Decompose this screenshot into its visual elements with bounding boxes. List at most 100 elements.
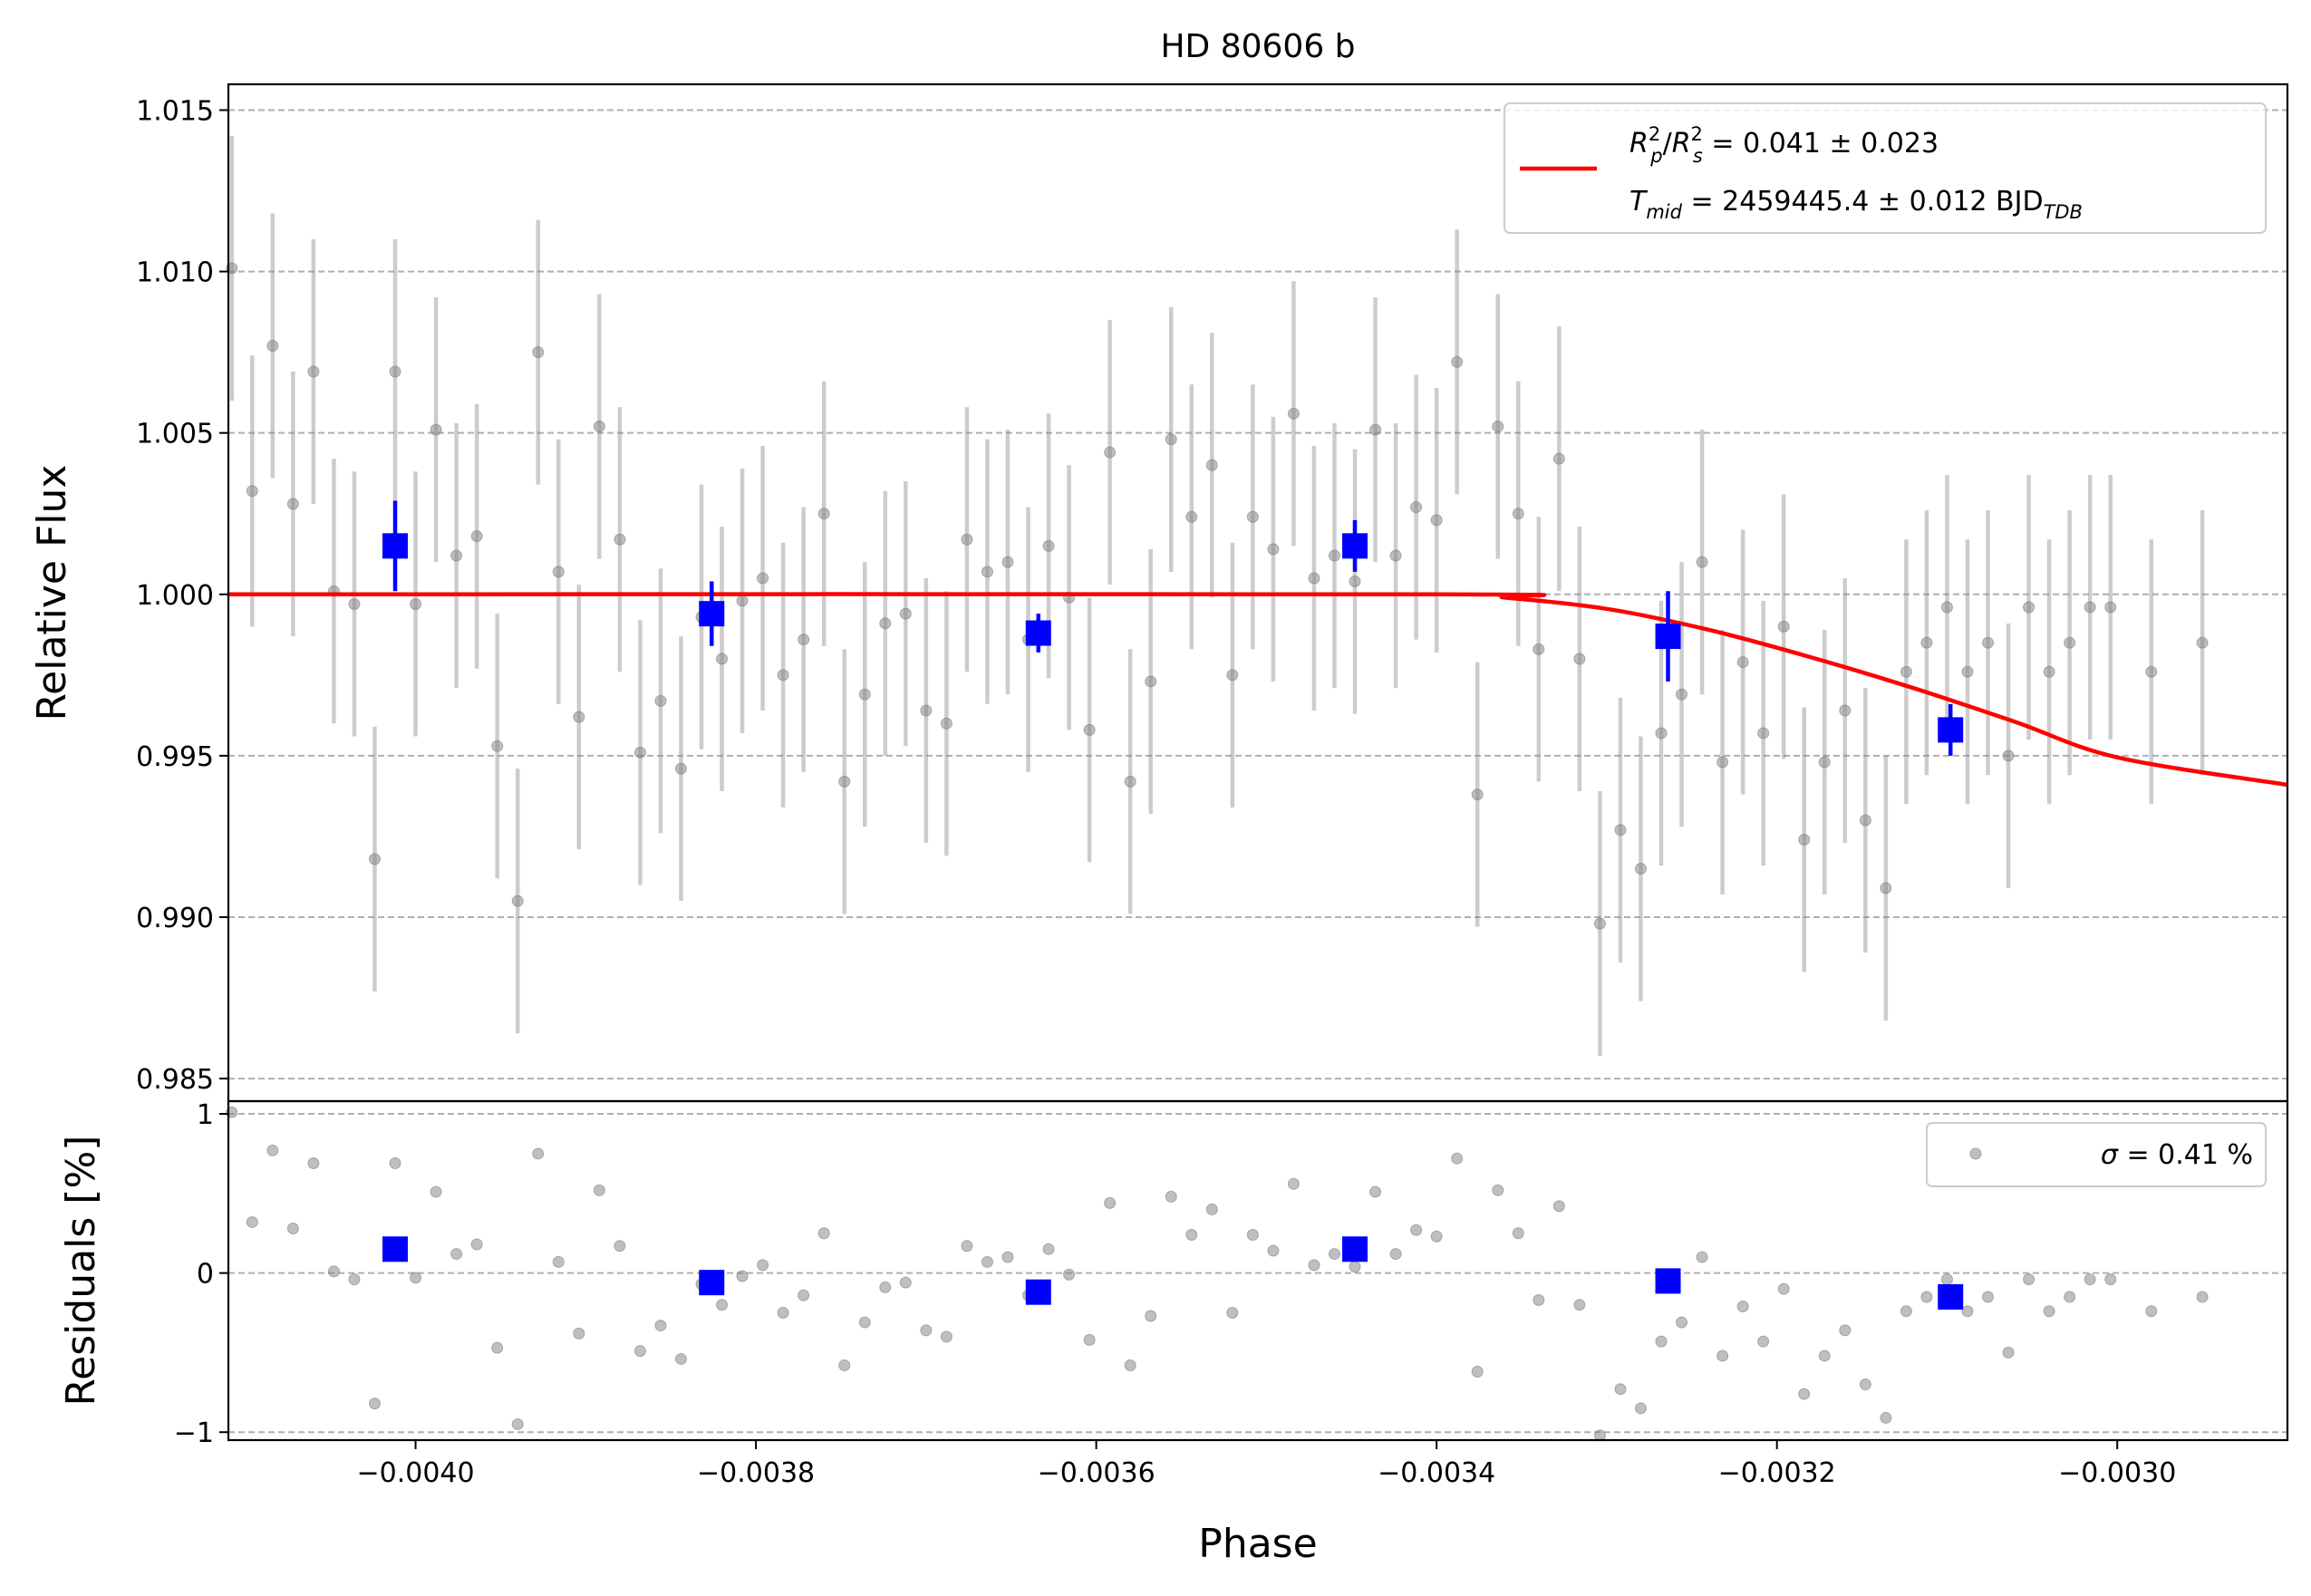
x-axis-label: Phase bbox=[1198, 1521, 1317, 1567]
raw-point bbox=[511, 895, 524, 907]
top-y-tick-label: 1.010 bbox=[136, 257, 214, 289]
raw-point bbox=[798, 634, 810, 646]
raw-point bbox=[2002, 750, 2015, 762]
residual-point bbox=[368, 1398, 381, 1410]
residual-point bbox=[1552, 1200, 1565, 1213]
binned-residual-point bbox=[1342, 1236, 1368, 1262]
top-y-tick-label: 1.005 bbox=[136, 419, 214, 450]
residual-point bbox=[879, 1281, 892, 1293]
residual-point bbox=[1001, 1251, 1014, 1263]
residual-point bbox=[307, 1156, 320, 1169]
residual-point bbox=[1104, 1196, 1117, 1209]
bottom-y-axis-label: Residuals [%] bbox=[58, 1136, 104, 1407]
raw-point bbox=[1716, 756, 1729, 769]
residual-point bbox=[1982, 1291, 1995, 1303]
residual-point bbox=[1430, 1230, 1443, 1243]
residual-point bbox=[1165, 1190, 1177, 1203]
raw-point bbox=[1552, 452, 1565, 465]
residual-point bbox=[1451, 1152, 1464, 1165]
raw-point bbox=[348, 597, 361, 610]
bottom-y-tick-label: 1 bbox=[197, 1099, 214, 1131]
bottom-plot-frame bbox=[227, 1099, 2289, 1442]
residual-point bbox=[1676, 1316, 1688, 1329]
raw-point bbox=[1001, 556, 1014, 568]
residual-point bbox=[327, 1265, 340, 1278]
raw-point bbox=[1451, 355, 1464, 368]
raw-point bbox=[1389, 549, 1402, 562]
residual-point bbox=[348, 1273, 361, 1286]
raw-point bbox=[1267, 543, 1280, 556]
residual-point bbox=[1512, 1227, 1524, 1240]
bottom-legend-frame bbox=[1926, 1122, 2267, 1187]
top-y-ticks: 0.985 0.990 0.995 1.000 1.005 1.010 1.015 bbox=[136, 95, 228, 1096]
raw-point bbox=[1859, 814, 1871, 827]
raw-point bbox=[1777, 620, 1790, 633]
x-tick-label: −0.0030 bbox=[2058, 1457, 2176, 1489]
binned-residual-point bbox=[1938, 1283, 1964, 1310]
residual-point bbox=[1308, 1259, 1320, 1272]
residual-point bbox=[736, 1270, 749, 1282]
residual-point bbox=[1818, 1349, 1831, 1362]
raw-point bbox=[2104, 601, 2117, 614]
raw-point bbox=[1308, 572, 1320, 585]
binned-residual-point bbox=[699, 1270, 725, 1296]
raw-point bbox=[1104, 446, 1117, 459]
residual-point bbox=[1369, 1185, 1382, 1198]
residual-point bbox=[1287, 1177, 1300, 1190]
residual-point bbox=[757, 1259, 769, 1272]
raw-point bbox=[736, 595, 749, 607]
legend-residual-marker bbox=[1969, 1147, 1982, 1160]
chart-title: HD 80606 b bbox=[1160, 28, 1355, 65]
residual-point bbox=[1145, 1310, 1157, 1322]
raw-point bbox=[2043, 665, 2055, 678]
residual-point bbox=[389, 1156, 401, 1169]
residual-point bbox=[1349, 1261, 1361, 1273]
raw-point bbox=[1042, 539, 1055, 552]
residual-point bbox=[1859, 1378, 1871, 1391]
raw-point bbox=[266, 340, 279, 353]
residual-point bbox=[246, 1215, 258, 1228]
residual-point bbox=[532, 1147, 545, 1160]
binned-residual-point bbox=[382, 1236, 409, 1262]
residual-point bbox=[1920, 1291, 1933, 1303]
raw-point bbox=[1349, 576, 1361, 588]
raw-point bbox=[1410, 501, 1423, 514]
raw-point bbox=[1471, 788, 1484, 801]
raw-point bbox=[1185, 510, 1198, 523]
residual-point bbox=[674, 1352, 687, 1365]
raw-point bbox=[491, 740, 504, 752]
raw-point bbox=[2196, 636, 2209, 649]
residual-point bbox=[920, 1324, 933, 1337]
residual-point bbox=[1614, 1383, 1627, 1396]
residual-point bbox=[2002, 1346, 2015, 1359]
residual-point bbox=[286, 1222, 299, 1234]
residual-point bbox=[899, 1276, 912, 1289]
raw-point bbox=[1205, 459, 1218, 471]
bottom-y-ticks: −1 0 1 bbox=[174, 1099, 228, 1449]
binned-point bbox=[382, 533, 409, 559]
binned-point bbox=[1025, 620, 1051, 646]
residual-point bbox=[1226, 1307, 1239, 1320]
raw-point bbox=[981, 566, 993, 578]
residual-point bbox=[1757, 1335, 1770, 1348]
residual-point bbox=[1736, 1301, 1749, 1313]
residual-point bbox=[1083, 1333, 1096, 1346]
residual-point bbox=[798, 1289, 810, 1301]
model-line bbox=[227, 592, 2288, 788]
residual-point bbox=[2145, 1305, 2158, 1318]
raw-point bbox=[2064, 636, 2076, 649]
residual-point bbox=[1205, 1203, 1218, 1215]
raw-point bbox=[1145, 675, 1157, 688]
raw-point bbox=[307, 365, 320, 378]
top-legend-frame bbox=[1504, 102, 2267, 234]
raw-point bbox=[368, 853, 381, 866]
raw-point bbox=[633, 746, 646, 759]
residual-point bbox=[2064, 1291, 2076, 1303]
residual-point bbox=[1777, 1282, 1790, 1295]
residual-point bbox=[1839, 1324, 1852, 1337]
raw-point bbox=[1880, 882, 1892, 895]
top-y-tick-label: 0.995 bbox=[136, 741, 214, 773]
raw-point bbox=[2084, 601, 2096, 614]
